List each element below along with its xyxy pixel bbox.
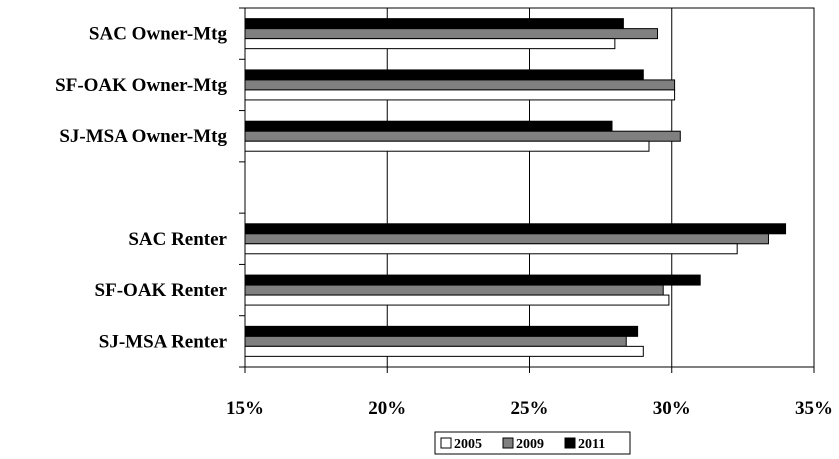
bar-2011-0 <box>244 18 624 30</box>
bar-2005-0 <box>244 38 616 50</box>
bar-2005-1 <box>244 89 676 101</box>
bar-2005-5 <box>244 294 670 306</box>
legend-swatch-2011 <box>564 437 576 449</box>
category-tick-marks <box>239 7 815 373</box>
bar-2011-2 <box>244 120 613 132</box>
category-label: SF-OAK Owner-Mtg <box>55 75 227 96</box>
gridlines <box>386 8 673 367</box>
bar-2005-2 <box>244 140 650 152</box>
bar-2011-1 <box>244 69 644 81</box>
category-label: SF-OAK Renter <box>95 280 228 301</box>
bars <box>244 18 787 357</box>
legend-box <box>434 431 631 455</box>
x-tick-label: 25% <box>511 398 549 419</box>
legend-label-2005: 2005 <box>454 437 482 452</box>
legend-label-2011: 2011 <box>578 437 605 452</box>
bar-2005-6 <box>244 345 644 357</box>
category-label: SJ-MSA Owner-Mtg <box>59 126 227 147</box>
x-tick-label: 15% <box>226 398 264 419</box>
x-tick-label: 20% <box>368 398 406 419</box>
bar-2009-1 <box>244 79 676 91</box>
x-tick-label: 30% <box>653 398 691 419</box>
category-label: SAC Renter <box>128 229 227 250</box>
legend-swatch-2009 <box>502 437 514 449</box>
legend-swatch-2005 <box>440 437 452 449</box>
x-tick-label: 35% <box>795 398 833 419</box>
bar-2009-2 <box>244 130 681 142</box>
bar-2009-4 <box>244 233 769 245</box>
legend-label-2009: 2009 <box>516 437 544 452</box>
bar-2009-5 <box>244 284 664 296</box>
legend: 2005 2009 2011 <box>434 431 631 455</box>
category-label: SAC Owner-Mtg <box>89 24 228 45</box>
bar-2009-6 <box>244 335 627 347</box>
bar-2011-4 <box>244 223 787 235</box>
bar-2011-6 <box>244 325 639 337</box>
bar-2011-5 <box>244 274 701 286</box>
category-label: SJ-MSA Renter <box>99 331 228 352</box>
bar-2009-0 <box>244 28 659 40</box>
x-tick-labels: 15% 20% 25% 30% 35% <box>226 398 833 419</box>
bar-2005-4 <box>244 243 738 255</box>
category-labels: SAC Owner-Mtg SF-OAK Owner-Mtg SJ-MSA Owne… <box>55 24 227 353</box>
